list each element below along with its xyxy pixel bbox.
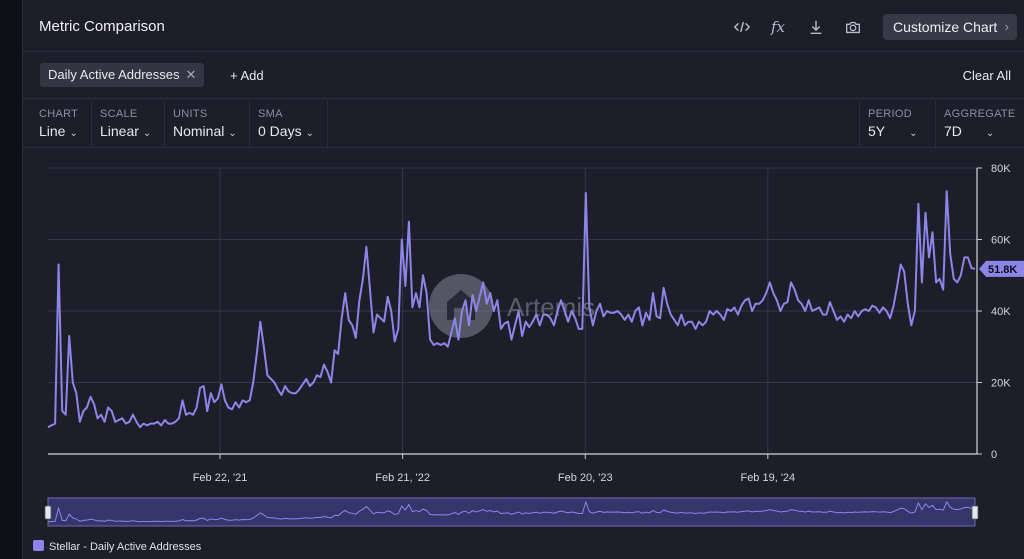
add-metric-button[interactable]: + Add <box>230 68 264 83</box>
formula-icon[interactable]: fx <box>770 18 785 36</box>
range-navigator[interactable] <box>44 497 979 527</box>
chart-type-value: Line <box>39 123 66 139</box>
chevron-down-icon: ⌄ <box>69 128 78 139</box>
chevron-right-icon: › <box>1004 19 1009 34</box>
navigator-left-handle[interactable] <box>44 505 52 520</box>
chart-options-bar: CHART Line ⌄ SCALE Linear ⌄ UNITS Nominal ⌄… <box>23 100 1024 148</box>
x-tick-label: Feb 22, '21 <box>193 472 248 484</box>
scale-value: Linear <box>100 123 139 139</box>
navigator-right-handle[interactable] <box>971 505 979 520</box>
chevron-down-icon: ⌄ <box>228 128 237 139</box>
y-tick-label: 40K <box>991 306 1011 318</box>
sma-select[interactable]: SMA 0 Days ⌄ <box>250 100 328 148</box>
y-tick-label: 80K <box>991 163 1011 175</box>
metric-chip-label: Daily Active Addresses <box>48 67 180 82</box>
metric-comparison-panel: Metric Comparison fx Customize Chart › D… <box>22 0 1024 559</box>
chevron-down-icon: ⌄ <box>909 128 918 139</box>
navigator-series-line <box>47 500 976 523</box>
camera-icon[interactable] <box>842 16 864 38</box>
line-chart: Artemis 0 20K 40K 60K 80K Feb 22, '21 Feb 21, … <box>44 163 1024 527</box>
y-tick-label: 60K <box>991 235 1011 247</box>
aggregate-select[interactable]: AGGREGATE 7D ⌄ <box>935 100 1024 148</box>
chevron-down-icon: ⌄ <box>305 128 314 139</box>
customize-chart-button[interactable]: Customize Chart › <box>883 14 1017 40</box>
units-select[interactable]: UNITS Nominal ⌄ <box>165 100 250 148</box>
series-line-daily-active-addresses[interactable] <box>47 190 976 429</box>
last-value-badge-shape <box>979 260 1024 277</box>
chart-type-label: CHART <box>39 108 79 120</box>
axes: 0 20K 40K 60K 80K Feb 22, '21 Feb 21, '22 Feb 2… <box>48 163 1011 484</box>
watermark: Artemis <box>429 274 595 338</box>
metric-filter-bar: Daily Active Addresses ✕ + Add Clear All <box>23 52 1024 99</box>
period-label: PERIOD <box>868 108 912 120</box>
sma-label: SMA <box>258 108 283 120</box>
aggregate-label: AGGREGATE <box>944 108 1016 120</box>
panel-header: Metric Comparison fx Customize Chart › <box>23 0 1024 52</box>
sma-value: 0 Days <box>258 123 302 139</box>
watermark-text: Artemis <box>507 292 595 322</box>
period-select[interactable]: PERIOD 5Y ⌄ <box>859 100 935 148</box>
metric-chip[interactable]: Daily Active Addresses ✕ <box>40 63 205 87</box>
close-icon[interactable]: ✕ <box>185 67 197 82</box>
chart-type-select[interactable]: CHART Line ⌄ <box>31 100 92 148</box>
x-tick-label: Feb 21, '22 <box>375 472 430 484</box>
code-icon[interactable] <box>731 16 753 38</box>
units-label: UNITS <box>173 108 208 120</box>
units-value: Nominal <box>173 123 225 139</box>
y-tick-label: 0 <box>991 449 997 461</box>
chevron-down-icon: ⌄ <box>142 128 152 139</box>
chart-grid <box>48 167 977 454</box>
download-icon[interactable] <box>805 16 827 38</box>
scale-select[interactable]: SCALE Linear ⌄ <box>92 100 165 148</box>
clear-all-button[interactable]: Clear All <box>962 68 1011 83</box>
x-tick-label: Feb 20, '23 <box>558 472 613 484</box>
scale-label: SCALE <box>100 108 138 120</box>
navigator-window[interactable] <box>47 497 976 527</box>
last-value-label: 51.8K <box>988 264 1017 276</box>
chart-legend[interactable]: Stellar - Daily Active Addresses <box>33 540 201 553</box>
chevron-down-icon: ⌄ <box>985 128 995 139</box>
last-value-badge: 51.8K <box>979 260 1024 277</box>
x-tick-label: Feb 19, '24 <box>740 472 795 484</box>
customize-chart-label: Customize Chart <box>893 19 998 35</box>
period-value: 5Y <box>868 123 886 139</box>
y-tick-label: 20K <box>991 378 1011 390</box>
legend-swatch <box>33 540 44 551</box>
legend-series-name: Stellar - Daily Active Addresses <box>49 541 202 553</box>
aggregate-value: 7D <box>944 123 962 139</box>
series-layer <box>47 190 976 429</box>
page-title: Metric Comparison <box>39 18 165 35</box>
